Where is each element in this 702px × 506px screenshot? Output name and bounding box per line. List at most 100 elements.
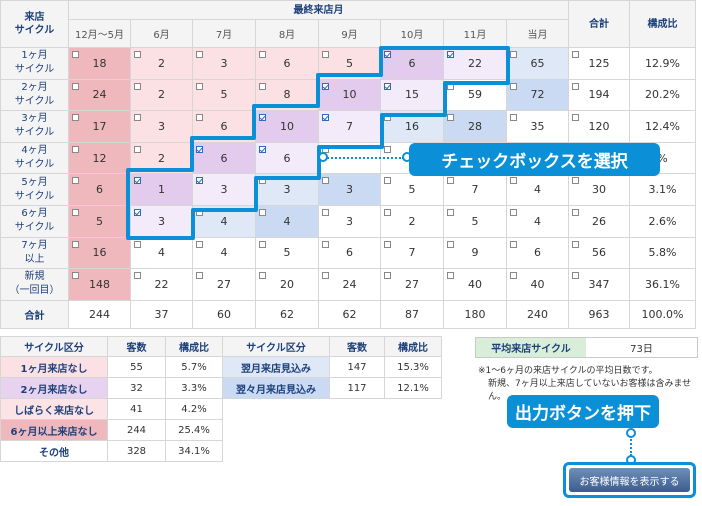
matrix-cell[interactable]: 27 bbox=[381, 269, 444, 301]
matrix-cell[interactable]: 7 bbox=[444, 174, 507, 206]
cell-checkbox[interactable] bbox=[322, 209, 329, 216]
matrix-cell[interactable]: 10 bbox=[256, 111, 319, 143]
matrix-cell[interactable]: 2 bbox=[131, 48, 193, 80]
matrix-cell[interactable]: 7 bbox=[381, 237, 444, 270]
cell-checkbox[interactable] bbox=[72, 82, 79, 90]
matrix-cell[interactable]: 28 bbox=[444, 111, 507, 143]
cell-checkbox[interactable] bbox=[384, 114, 391, 122]
cell-checkbox[interactable] bbox=[322, 114, 329, 122]
cell-checkbox[interactable] bbox=[134, 145, 141, 153]
row-total-checkbox[interactable] bbox=[572, 177, 579, 185]
cell-checkbox[interactable] bbox=[322, 51, 329, 58]
matrix-cell[interactable]: 1 bbox=[131, 174, 193, 206]
cell-checkbox[interactable] bbox=[259, 240, 266, 248]
matrix-cell[interactable]: 20 bbox=[256, 269, 319, 301]
cell-checkbox[interactable] bbox=[259, 114, 266, 122]
matrix-cell[interactable]: 35 bbox=[507, 111, 569, 143]
show-customers-button[interactable]: お客様情報を表示する bbox=[569, 468, 690, 492]
matrix-cell[interactable]: 6 bbox=[381, 48, 444, 80]
cell-checkbox[interactable] bbox=[384, 145, 391, 153]
cell-checkbox[interactable] bbox=[134, 177, 141, 185]
matrix-cell[interactable]: 6 bbox=[69, 174, 131, 206]
cell-checkbox[interactable] bbox=[259, 145, 266, 153]
matrix-cell[interactable]: 22 bbox=[131, 269, 193, 301]
matrix-cell[interactable]: 27 bbox=[193, 269, 256, 301]
cell-checkbox[interactable] bbox=[196, 177, 203, 185]
cell-checkbox[interactable] bbox=[196, 82, 203, 90]
matrix-cell[interactable]: 2 bbox=[131, 79, 193, 112]
matrix-cell[interactable]: 40 bbox=[507, 269, 569, 301]
matrix-cell[interactable]: 3 bbox=[193, 48, 256, 80]
row-total[interactable]: 120 bbox=[569, 111, 630, 143]
cell-checkbox[interactable] bbox=[384, 51, 391, 58]
cell-checkbox[interactable] bbox=[259, 177, 266, 185]
cell-checkbox[interactable] bbox=[196, 272, 203, 280]
cell-checkbox[interactable] bbox=[322, 272, 329, 280]
matrix-cell[interactable]: 5 bbox=[256, 237, 319, 270]
matrix-cell[interactable]: 3 bbox=[193, 174, 256, 206]
cell-checkbox[interactable] bbox=[134, 114, 141, 122]
cell-checkbox[interactable] bbox=[447, 51, 454, 58]
matrix-cell[interactable]: 22 bbox=[444, 48, 507, 80]
cell-checkbox[interactable] bbox=[259, 82, 266, 90]
cell-checkbox[interactable] bbox=[510, 51, 517, 58]
matrix-cell[interactable]: 72 bbox=[507, 79, 569, 112]
cell-checkbox[interactable] bbox=[384, 240, 391, 248]
cell-checkbox[interactable] bbox=[322, 82, 329, 90]
matrix-cell[interactable]: 2 bbox=[131, 142, 193, 175]
row-total[interactable]: 347 bbox=[569, 269, 630, 301]
cell-checkbox[interactable] bbox=[134, 272, 141, 280]
matrix-cell[interactable]: 10 bbox=[319, 79, 381, 112]
matrix-cell[interactable]: 18 bbox=[69, 48, 131, 80]
cell-checkbox[interactable] bbox=[447, 272, 454, 280]
matrix-cell[interactable]: 3 bbox=[319, 174, 381, 206]
cell-checkbox[interactable] bbox=[447, 114, 454, 122]
cell-checkbox[interactable] bbox=[510, 272, 517, 280]
matrix-cell[interactable]: 24 bbox=[319, 269, 381, 301]
cell-checkbox[interactable] bbox=[72, 145, 79, 153]
cell-checkbox[interactable] bbox=[510, 240, 517, 248]
cell-checkbox[interactable] bbox=[196, 240, 203, 248]
cell-checkbox[interactable] bbox=[72, 240, 79, 248]
cell-checkbox[interactable] bbox=[72, 114, 79, 122]
row-total-checkbox[interactable] bbox=[572, 114, 579, 122]
row-total[interactable]: 56 bbox=[569, 237, 630, 270]
cell-checkbox[interactable] bbox=[196, 209, 203, 216]
cell-checkbox[interactable] bbox=[447, 240, 454, 248]
cell-checkbox[interactable] bbox=[510, 177, 517, 185]
cell-checkbox[interactable] bbox=[384, 209, 391, 216]
row-total-checkbox[interactable] bbox=[572, 51, 579, 58]
matrix-cell[interactable]: 9 bbox=[444, 237, 507, 270]
cell-checkbox[interactable] bbox=[72, 177, 79, 185]
cell-checkbox[interactable] bbox=[322, 240, 329, 248]
row-total-checkbox[interactable] bbox=[572, 240, 579, 248]
cell-checkbox[interactable] bbox=[384, 82, 391, 90]
matrix-cell[interactable]: 6 bbox=[256, 142, 319, 175]
matrix-cell[interactable]: 4 bbox=[193, 237, 256, 270]
cell-checkbox[interactable] bbox=[134, 209, 141, 216]
row-total-checkbox[interactable] bbox=[572, 209, 579, 216]
row-total[interactable]: 194 bbox=[569, 79, 630, 112]
row-total[interactable]: 125 bbox=[569, 48, 630, 80]
cell-checkbox[interactable] bbox=[510, 209, 517, 216]
matrix-cell[interactable]: 40 bbox=[444, 269, 507, 301]
matrix-cell[interactable]: 16 bbox=[381, 111, 444, 143]
row-total[interactable]: 26 bbox=[569, 206, 630, 238]
cell-checkbox[interactable] bbox=[447, 82, 454, 90]
matrix-cell[interactable]: 6 bbox=[193, 111, 256, 143]
matrix-cell[interactable]: 24 bbox=[69, 79, 131, 112]
cell-checkbox[interactable] bbox=[259, 209, 266, 216]
matrix-cell[interactable]: 3 bbox=[131, 206, 193, 238]
matrix-cell[interactable]: 59 bbox=[444, 79, 507, 112]
cell-checkbox[interactable] bbox=[259, 272, 266, 280]
cell-checkbox[interactable] bbox=[134, 51, 141, 58]
matrix-cell[interactable]: 6 bbox=[193, 142, 256, 175]
matrix-cell[interactable]: 4 bbox=[256, 206, 319, 238]
matrix-cell[interactable]: 5 bbox=[381, 174, 444, 206]
matrix-cell[interactable]: 16 bbox=[69, 237, 131, 270]
cell-checkbox[interactable] bbox=[510, 82, 517, 90]
matrix-cell[interactable]: 15 bbox=[381, 79, 444, 112]
matrix-cell[interactable]: 6 bbox=[507, 237, 569, 270]
matrix-cell[interactable]: 6 bbox=[319, 237, 381, 270]
matrix-cell[interactable]: 2 bbox=[381, 206, 444, 238]
